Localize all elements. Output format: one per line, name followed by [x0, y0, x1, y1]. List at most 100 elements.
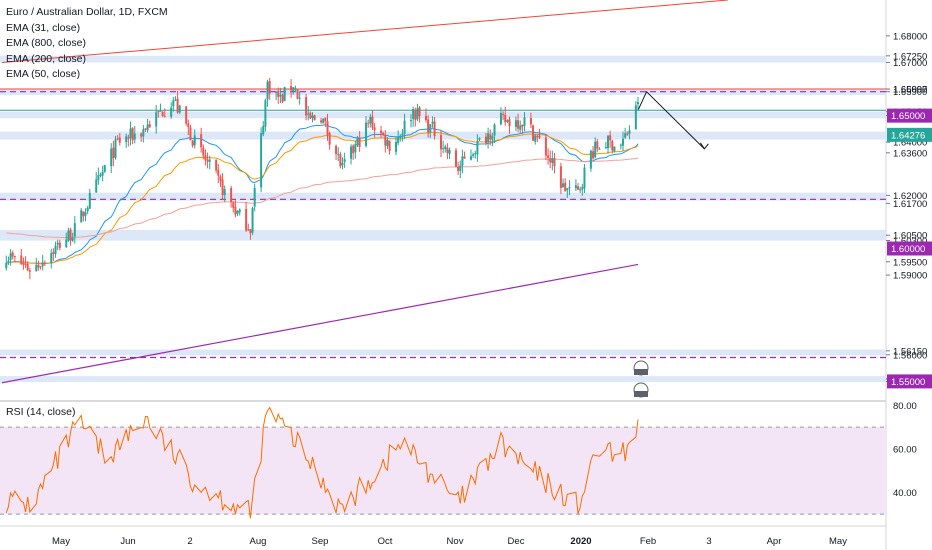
trend-line[interactable]	[1, 0, 728, 63]
candle-body[interactable]	[335, 145, 338, 154]
candle-body[interactable]	[148, 124, 151, 128]
candle-body[interactable]	[163, 115, 166, 117]
rsi-line[interactable]	[5, 406, 639, 519]
candle-body[interactable]	[637, 102, 639, 105]
candle-body[interactable]	[234, 206, 237, 215]
candle-body[interactable]	[28, 270, 31, 272]
sr-zone[interactable]	[0, 229, 886, 241]
candle-body[interactable]	[350, 146, 353, 159]
candle-body[interactable]	[532, 125, 535, 141]
candle-body[interactable]	[439, 135, 442, 150]
candle-body[interactable]	[562, 183, 565, 188]
candle-body[interactable]	[322, 118, 325, 124]
candle-body[interactable]	[217, 169, 220, 176]
candle-body[interactable]	[416, 108, 419, 120]
candle-body[interactable]	[82, 211, 85, 217]
candle-body[interactable]	[22, 262, 25, 265]
candle-body[interactable]	[275, 91, 278, 93]
candle-body[interactable]	[266, 81, 269, 100]
candle-body[interactable]	[112, 147, 115, 159]
candle-body[interactable]	[384, 135, 387, 146]
projection-path[interactable]	[637, 90, 705, 150]
candle-body[interactable]	[568, 186, 571, 188]
candle-body[interactable]	[26, 263, 29, 270]
candle-body[interactable]	[43, 262, 46, 264]
price-badge[interactable]	[887, 374, 932, 389]
candle-body[interactable]	[549, 158, 552, 163]
candle-body[interactable]	[144, 128, 147, 130]
candle-body[interactable]	[281, 94, 284, 102]
candle-body[interactable]	[622, 138, 625, 146]
candle-body[interactable]	[170, 107, 173, 117]
candle-body[interactable]	[446, 147, 449, 153]
candle-body[interactable]	[523, 117, 526, 126]
candle-body[interactable]	[5, 262, 8, 269]
candle-body[interactable]	[305, 97, 308, 116]
candle-body[interactable]	[206, 159, 209, 162]
candle-body[interactable]	[574, 185, 577, 189]
candle-body[interactable]	[454, 150, 457, 167]
candle-body[interactable]	[50, 253, 53, 264]
candle-body[interactable]	[279, 95, 282, 97]
candle-body[interactable]	[264, 100, 267, 127]
candle-body[interactable]	[37, 264, 40, 268]
candle-body[interactable]	[157, 111, 160, 113]
candle-body[interactable]	[459, 165, 462, 172]
candle-body[interactable]	[73, 223, 76, 237]
candle-body[interactable]	[191, 140, 194, 146]
candle-body[interactable]	[67, 230, 70, 241]
candle-body[interactable]	[609, 135, 612, 141]
candle-body[interactable]	[86, 207, 89, 212]
candle-body[interactable]	[101, 171, 104, 176]
candle-body[interactable]	[517, 120, 520, 129]
candle-body[interactable]	[628, 130, 631, 134]
candle-body[interactable]	[80, 210, 83, 223]
candle-body[interactable]	[431, 121, 434, 124]
candle-body[interactable]	[352, 145, 355, 154]
candle-body[interactable]	[298, 97, 301, 99]
candle-body[interactable]	[221, 179, 224, 196]
candle-body[interactable]	[410, 120, 413, 122]
candle-body[interactable]	[65, 239, 68, 248]
candle-body[interactable]	[251, 207, 254, 233]
candle-body[interactable]	[146, 124, 149, 131]
candle-body[interactable]	[395, 142, 398, 152]
candle-body[interactable]	[634, 105, 637, 130]
candle-body[interactable]	[337, 154, 340, 156]
candle-body[interactable]	[245, 208, 248, 231]
candle-body[interactable]	[341, 162, 344, 166]
candle-body[interactable]	[140, 133, 143, 137]
candle-body[interactable]	[88, 192, 91, 209]
candle-body[interactable]	[514, 120, 517, 127]
candle-body[interactable]	[442, 148, 445, 150]
candle-body[interactable]	[380, 130, 383, 134]
candle-body[interactable]	[219, 176, 222, 181]
indicator-ema-800[interactable]: EMA (800, close)	[6, 37, 86, 49]
candle-body[interactable]	[103, 165, 106, 172]
candle-body[interactable]	[607, 135, 610, 149]
candle-body[interactable]	[230, 188, 233, 203]
candle-body[interactable]	[11, 252, 14, 257]
candle-body[interactable]	[386, 139, 389, 146]
candle-body[interactable]	[116, 138, 119, 140]
candle-body[interactable]	[189, 127, 192, 141]
candle-body[interactable]	[427, 119, 430, 133]
candle-body[interactable]	[277, 90, 280, 97]
candle-body[interactable]	[41, 262, 44, 267]
candle-body[interactable]	[202, 147, 205, 156]
candle-body[interactable]	[425, 115, 427, 121]
candle-body[interactable]	[519, 125, 522, 130]
candle-body[interactable]	[538, 135, 541, 138]
candle-body[interactable]	[290, 86, 293, 91]
candle-body[interactable]	[412, 109, 415, 119]
candle-body[interactable]	[232, 202, 235, 208]
candle-body[interactable]	[583, 167, 586, 189]
candle-body[interactable]	[566, 188, 569, 191]
candle-body[interactable]	[114, 139, 117, 158]
candle-body[interactable]	[358, 137, 361, 147]
candle-body[interactable]	[296, 89, 299, 99]
candle-body[interactable]	[367, 122, 370, 124]
candle-body[interactable]	[592, 151, 595, 159]
candle-body[interactable]	[544, 137, 547, 156]
